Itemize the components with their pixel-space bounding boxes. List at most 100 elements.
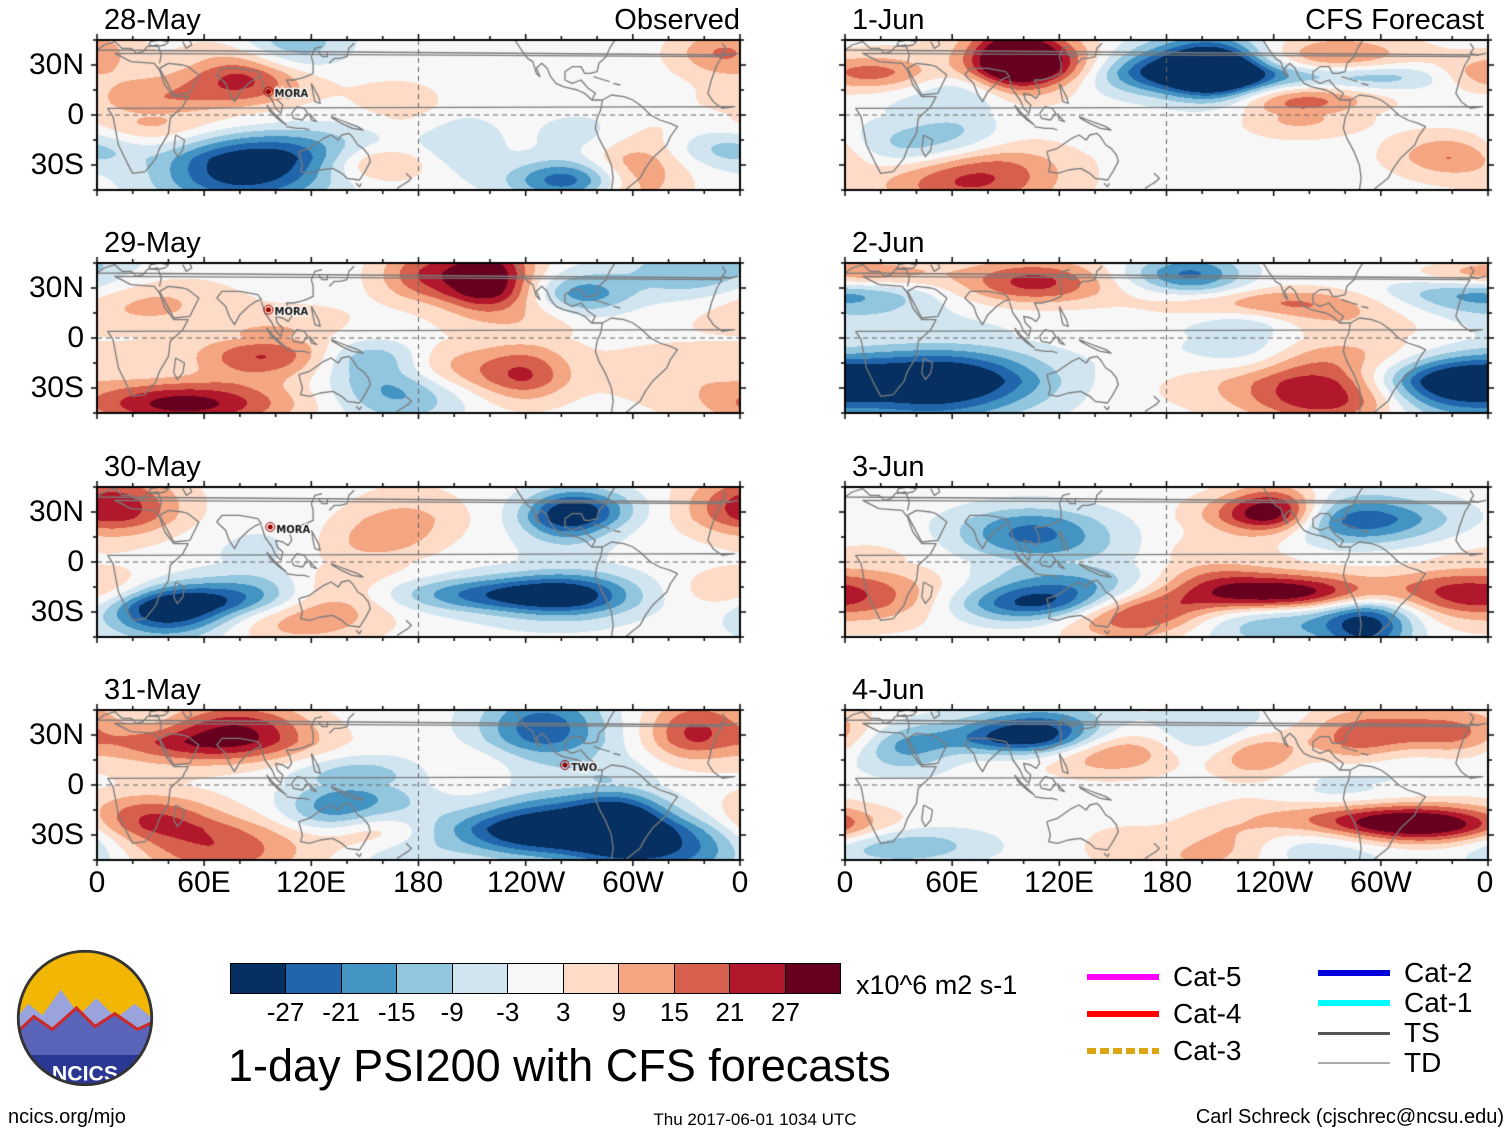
colorbar-tick-label: 15 [659, 997, 689, 1027]
legend-row-cat-2: Cat-2 [1318, 957, 1473, 988]
legend-row-cat-5: Cat-5 [1087, 958, 1241, 995]
y-tick-label: 30S [30, 818, 84, 851]
legend-line-cat-2 [1318, 970, 1390, 976]
colorbar-segment [507, 964, 563, 993]
colorbar-tick-label: 9 [611, 997, 627, 1027]
colorbar-tick-label: 3 [556, 997, 571, 1027]
legend-label: Cat-3 [1173, 1034, 1242, 1066]
legend-row-cat-3: Cat-3 [1087, 1032, 1241, 1069]
panel-date-label: 30-May [104, 451, 201, 483]
y-tick-label: 30N [28, 495, 84, 528]
y-tick-label: 30N [28, 271, 84, 304]
colorbar-segment [231, 964, 286, 993]
colorbar-tick-labels: -27 -21 -15 -9 -3 3 9 15 21 27 [230, 997, 841, 1027]
x-tick-label: 60W [1350, 866, 1412, 899]
colorbar-tick-label: -27 [266, 997, 305, 1027]
colorbar-units-label: x10^6 m2 s-1 [856, 970, 1018, 1000]
colorbar-segment [673, 964, 730, 993]
storm-legend-column-1: Cat-5 Cat-4 Cat-3 [1087, 958, 1241, 1069]
panel-date-label: 2-Jun [852, 227, 925, 259]
panel-date-label: 28-May [104, 4, 201, 36]
panel-date-label: 29-May [104, 227, 201, 259]
legend-label: TS [1404, 1017, 1440, 1048]
panel-date-label: 1-Jun [852, 4, 925, 36]
legend-label: Cat-4 [1173, 997, 1242, 1029]
map-canvas-panel-2 [89, 479, 748, 645]
logo-border [16, 949, 154, 1087]
logo-text: NCICS [52, 1061, 118, 1085]
panel-date-label: 31-May [104, 674, 201, 706]
x-tick-label: 120W [1234, 866, 1314, 899]
colorbar-segment [396, 964, 452, 993]
legend-line-cat-3 [1087, 1047, 1159, 1054]
map-canvas-panel-6 [837, 479, 1496, 645]
map-canvas-panel-1 [89, 255, 748, 421]
legend-line-td [1318, 1062, 1390, 1064]
legend-row-td: TD [1318, 1047, 1472, 1078]
legend-line-ts [1318, 1031, 1390, 1035]
x-tick-label: 120E [275, 866, 347, 899]
colorbar-segment [784, 964, 840, 993]
colorbar-tick-label: -3 [496, 997, 520, 1027]
y-tick-label: 0 [67, 545, 84, 578]
legend-line-cat-5 [1087, 973, 1159, 980]
storm-legend-column-2: Cat-2 Cat-1 TS TD [1318, 957, 1473, 1078]
x-tick-label: 180 [392, 866, 444, 899]
colorbar-segment [562, 964, 619, 993]
map-canvas-panel-3 [89, 702, 748, 868]
map-canvas-panel-4 [837, 32, 1496, 198]
footer-timestamp: Thu 2017-06-01 1034 UTC [653, 1110, 857, 1129]
y-tick-label: 30S [30, 148, 84, 181]
legend-line-cat-4 [1087, 1010, 1159, 1017]
panel-date-label: 4-Jun [852, 674, 925, 706]
y-tick-label: 0 [67, 321, 84, 354]
x-tick-label: 0 [731, 866, 749, 899]
legend-row-cat-4: Cat-4 [1087, 995, 1241, 1032]
logo-ridge-line [18, 1005, 152, 1037]
y-tick-label: 30S [30, 371, 84, 404]
y-tick-label: 0 [67, 98, 84, 131]
legend-label: Cat-5 [1173, 960, 1242, 992]
colorbar-tick-label: -15 [377, 997, 416, 1027]
legend-label: Cat-2 [1404, 957, 1473, 988]
y-tick-label: 0 [67, 768, 84, 801]
x-tick-label: 120E [1023, 866, 1095, 899]
map-canvas-panel-0 [89, 32, 748, 198]
map-canvas-panel-5 [837, 255, 1496, 421]
column-title-cfs-forecast: CFS Forecast [1305, 4, 1484, 36]
colorbar [230, 963, 841, 994]
colorbar-segment [451, 964, 508, 993]
colorbar-segment [729, 964, 785, 993]
footer-credit: Carl Schreck (cjschrec@ncsu.edu) [1195, 1106, 1504, 1128]
y-tick-label: 30N [28, 48, 84, 81]
x-tick-label: 0 [1476, 866, 1494, 899]
ncics-logo: NCICS [16, 949, 154, 1087]
colorbar-segment [340, 964, 397, 993]
x-tick-label: 180 [1141, 866, 1193, 899]
colorbar-tick-label: -21 [322, 997, 360, 1027]
legend-row-cat-1: Cat-1 [1318, 987, 1473, 1018]
x-tick-label: 0 [836, 866, 854, 899]
legend-line-cat-1 [1318, 1000, 1390, 1006]
x-tick-label: 60W [602, 866, 664, 899]
footer-url: ncics.org/mjo [8, 1106, 126, 1128]
colorbar-tick-label: -9 [440, 997, 464, 1027]
legend-label: TD [1404, 1047, 1442, 1078]
legend-label: Cat-1 [1404, 987, 1473, 1018]
logo-mountains-front [18, 1008, 152, 1068]
colorbar-segment [618, 964, 674, 993]
figure-title: 1-day PSI200 with CFS forecasts [228, 1040, 891, 1091]
colorbar-tick-label: 27 [770, 997, 800, 1027]
x-tick-label: 60E [925, 866, 979, 899]
legend-row-ts: TS [1318, 1017, 1472, 1048]
x-tick-label: 0 [88, 866, 106, 899]
colorbar-tick-label: 21 [715, 997, 745, 1027]
map-canvas-panel-7 [837, 702, 1496, 868]
x-tick-label: 60E [177, 866, 231, 899]
y-tick-label: 30N [28, 718, 84, 751]
y-tick-label: 30S [30, 595, 84, 628]
colorbar-segment [285, 964, 341, 993]
panel-date-label: 3-Jun [852, 451, 925, 483]
column-title-observed: Observed [614, 4, 740, 36]
